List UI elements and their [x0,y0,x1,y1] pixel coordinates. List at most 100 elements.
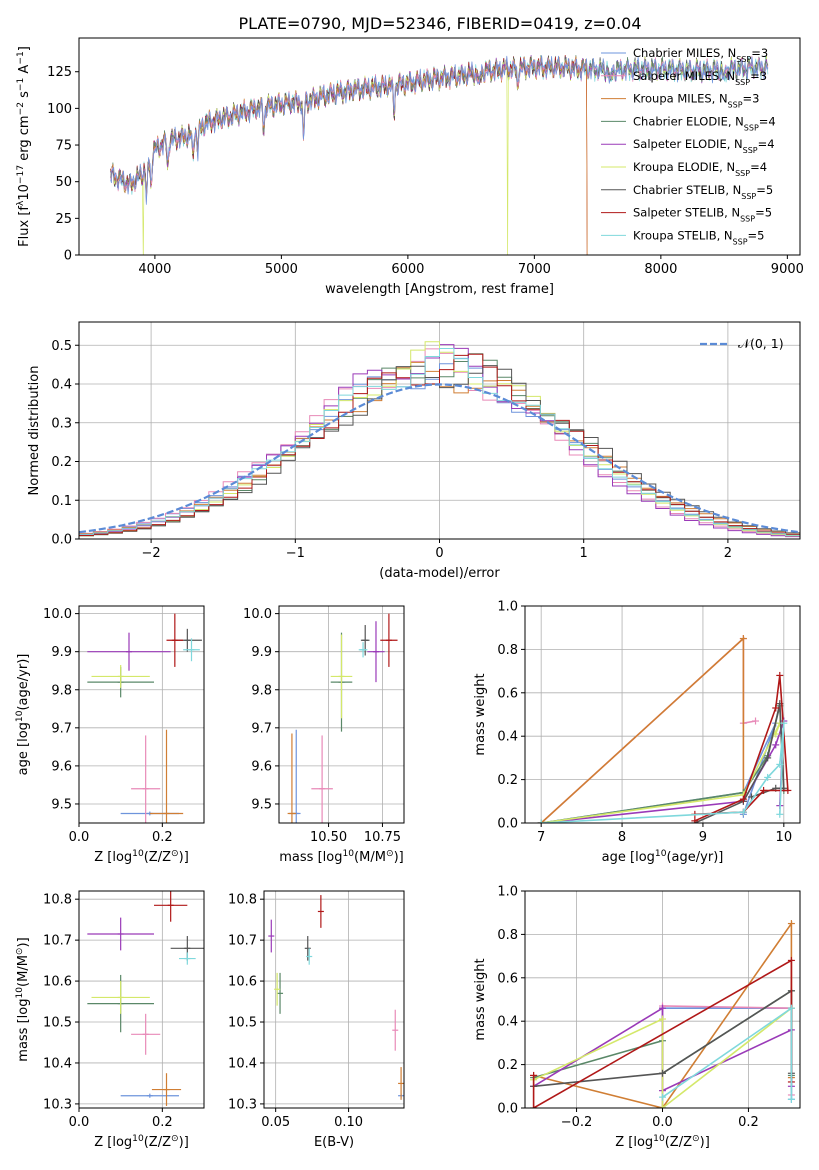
axes-mass_weight_vs_Z: −0.2 0.0 0.2 0.0 0.2 0.4 0.6 0.8 1.0 Z [log10(Z/Z… [473,885,801,1150]
x-axis-label: Z [log10(Z/Z⊙)] [615,1134,710,1150]
legend-n: =5 [755,206,772,220]
axes-age_vs_Z: 0.0 0.2 9.5 9.6 9.7 9.8 9.9 10.0 Z [log10(Z/Z⊙)]… [15,605,205,865]
axes-residuals: −2 −1 0 1 2 0.0 0.1 0.2 0.3 0.4 0.5 (data-model)/er… [27,321,801,581]
y-tick-label: 50 [55,175,72,190]
axes-border [278,605,405,824]
axes-border [78,890,205,1109]
gaussian-curve [79,383,800,534]
plot-content [287,613,398,823]
weight-path [541,723,785,823]
legend-n: =3 [750,69,767,83]
y-tick-label: 10.6 [43,975,72,990]
legend-label: Chabrier STELIB, NSSP=5 [633,183,773,201]
legend-label: Kroupa STELIB, NSSP=5 [633,228,764,246]
y-tick-label: 0.3 [51,416,72,431]
y-tick-label: 0.4 [497,730,518,745]
y-axis-label: Normed distribution [27,366,42,496]
y-tick-label: 10.6 [228,975,257,990]
legend-sub: SSP [733,237,748,246]
y-tick-label: 10.3 [228,1097,257,1112]
legend-text: Kroupa MILES, N [633,92,728,106]
legend-text: Chabrier MILES, N [633,46,736,60]
errorbar-point-7 [154,891,188,922]
axes-age_vs_mass: 10.50 10.75 9.5 9.6 9.7 9.8 9.9 10.0 mass [log10… [243,605,405,865]
axes-mass_vs_ebv: 0.05 0.10 10.3 10.4 10.5 10.6 10.7 10.8 E(B-V) [228,890,405,1150]
plot-content [537,635,792,823]
y-tick-label: 10.7 [43,934,72,949]
y-tick-label: 0.8 [497,643,518,658]
y-tick-label: 9.7 [251,721,272,736]
x-tick-label: 0.2 [152,1115,173,1130]
axes-frame: 0.0 0.2 10.3 10.4 10.5 10.6 10.7 10.8 Z [log10(Z… [15,890,205,1150]
y-tick-label: 10.0 [43,607,72,622]
x-axis-label: Z [log10(Z/Z⊙)] [94,849,189,865]
plot-content [268,895,404,1100]
y-axis-label: mass [log10(M/M⊙)] [15,937,31,1061]
axes-frame: −0.2 0.0 0.2 0.0 0.2 0.4 0.6 0.8 1.0 Z [log10(Z/Z… [473,885,801,1150]
axes-border [78,37,801,256]
y-tick-label: 75 [55,139,72,154]
y-tick-label: 9.8 [51,683,72,698]
x-tick-label: 6000 [391,262,424,277]
axes-frame: 4000 5000 6000 7000 8000 9000 0 25 50 75 100 125 wav… [16,37,804,297]
legend-n: =4 [750,160,767,174]
legend-sub: SSP [736,55,751,64]
errorbar-point-5 [274,972,281,1006]
legend-sub: SSP [728,100,743,109]
x-axis-label: wavelength [Angstrom, rest frame] [325,282,554,297]
plot-area [79,891,204,1108]
weight-line-8 [659,1004,795,1103]
legend-label: Salpeter ELODIE, NSSP=4 [633,137,775,155]
plot-content [87,613,202,823]
plot-content [110,54,769,255]
errorbar-point-7 [166,613,184,667]
axes-border [78,605,205,824]
axes-frame: 10.50 10.75 9.5 9.6 9.7 9.8 9.9 10.0 mass [log10… [243,605,405,865]
y-tick-label: 10.5 [228,1016,257,1031]
plot-area [79,606,204,823]
y-tick-label: 10.8 [43,893,72,908]
y-axis-label: Flux [fλ10−17 erg cm−2 s−1 A−1] [16,46,32,247]
y-tick-label: 10.7 [228,934,257,949]
x-tick-label: 1 [580,546,588,561]
y-tick-label: 125 [47,65,72,80]
figure-title: PLATE=0790, MJD=52346, FIBERID=0419, z=0… [238,14,641,33]
legend-label: Salpeter STELIB, NSSP=5 [633,206,772,224]
legend-text: Chabrier ELODIE, N [633,114,744,128]
y-tick-label: 25 [55,212,72,227]
legend-text: Salpeter ELODIE, N [633,137,743,151]
y-tick-label: 0.2 [51,455,72,470]
y-tick-label: 1.0 [497,885,518,900]
y-tick-label: 0.4 [51,378,72,393]
legend-text: Salpeter STELIB, N [633,206,740,220]
x-tick-label: 8000 [644,262,677,277]
plot-content [79,341,800,538]
errorbar-point-0 [120,1093,179,1098]
axes-frame: 7 8 9 10 0.0 0.2 0.4 0.6 0.8 1.0 age [log10(age/yr… [473,600,801,865]
x-tick-label: 9 [699,830,707,845]
y-tick-label: 0.6 [497,971,518,986]
legend-label: Chabrier MILES, NSSP=3 [633,46,768,64]
legend-label: Salpeter MILES, NSSP=3 [633,69,767,87]
legend-sub: SSP [735,77,750,86]
x-tick-label: 9000 [771,262,804,277]
x-tick-label: 7 [537,830,545,845]
y-axis-label: age [log10(age/yr)] [15,654,31,776]
legend-n: =5 [748,228,765,242]
x-tick-label: 8 [618,830,626,845]
y-tick-label: 0.0 [497,817,518,832]
legend-sub: SSP [743,146,758,155]
legend-text: Kroupa ELODIE, N [633,160,735,174]
weight-path [541,722,781,823]
legend-n: =3 [743,92,760,106]
errorbar-point-1 [311,735,333,823]
y-tick-label: 10.4 [228,1056,257,1071]
legend-sub: SSP [744,123,759,132]
errorbar-point-7 [317,895,324,928]
gaussian-legend-label: 𝒩(0, 1) [738,336,784,351]
y-tick-label: 10.4 [43,1056,72,1071]
legend-text: Chabrier STELIB, N [633,183,741,197]
y-tick-label: 0.5 [51,339,72,354]
errorbar-point-2 [151,1073,182,1106]
